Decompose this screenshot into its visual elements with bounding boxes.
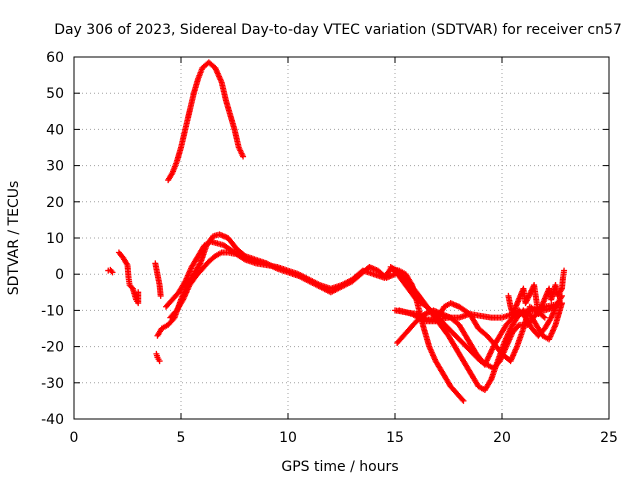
data-point (540, 313, 547, 320)
data-points (105, 59, 568, 404)
series-early-short-4 (152, 260, 164, 299)
x-tick-label: 20 (493, 430, 511, 446)
data-point (561, 267, 568, 274)
series-flat-tail (392, 292, 565, 323)
data-point (460, 397, 467, 404)
y-tick-label: -30 (41, 376, 64, 392)
series-early-short-1 (105, 266, 116, 276)
x-tick-label: 10 (279, 430, 297, 446)
series-early-short-2 (115, 249, 142, 307)
x-tick-label: 5 (177, 430, 186, 446)
y-tick-label: 0 (55, 267, 64, 283)
data-point (157, 292, 164, 299)
series-spikes (505, 267, 568, 318)
y-tick-label: 20 (46, 195, 64, 211)
series-high-arc (165, 59, 247, 184)
series-early-short-3 (153, 350, 163, 365)
axis-ticks: 0 5 10 15 20 25 -40 -30 -20 -10 0 10 20 30 40 50 60 (41, 50, 618, 446)
x-tick-label: 0 (70, 430, 79, 446)
data-point (135, 289, 142, 296)
y-tick-label: -20 (41, 340, 64, 356)
y-tick-label: 40 (46, 122, 64, 138)
x-axis-label: GPS time / hours (281, 459, 398, 475)
data-point (109, 269, 116, 276)
series-rise-C (167, 249, 467, 404)
y-tick-label: -40 (41, 412, 64, 428)
data-point (541, 314, 548, 321)
data-point (515, 323, 522, 330)
series-rise-A (154, 231, 270, 339)
grid (74, 57, 609, 419)
data-point (459, 396, 466, 403)
data-point (108, 268, 115, 275)
y-axis-label: SDTVAR / TECUs (6, 181, 22, 296)
x-tick-label: 15 (386, 430, 404, 446)
chart-title: Day 306 of 2023, Sidereal Day-to-day VTE… (54, 22, 622, 38)
y-tick-label: 50 (46, 86, 64, 102)
y-tick-label: -10 (41, 303, 64, 319)
data-point (156, 358, 163, 365)
x-tick-label: 25 (600, 430, 618, 446)
y-tick-label: 10 (46, 231, 64, 247)
data-point (240, 153, 247, 160)
y-tick-label: 60 (46, 50, 64, 66)
y-tick-label: 30 (46, 159, 64, 175)
